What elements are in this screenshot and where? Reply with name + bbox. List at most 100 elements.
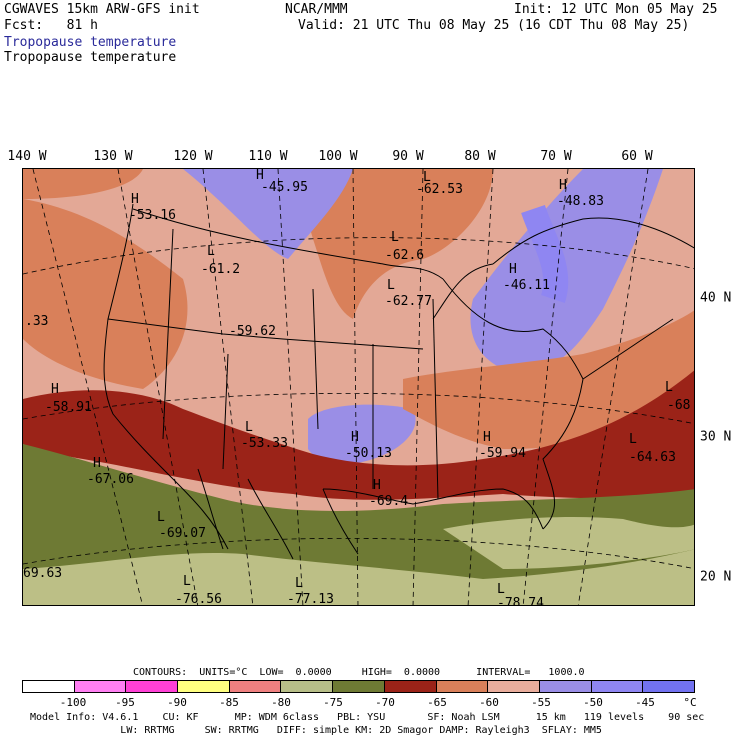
legend-swatch	[229, 681, 282, 692]
extremum-letter: H	[509, 262, 517, 277]
legend-swatch	[436, 681, 489, 692]
lat-label: 40 N	[700, 290, 732, 306]
shade-region	[403, 310, 694, 449]
extremum-letter: H	[131, 192, 139, 207]
legend-swatch	[591, 681, 644, 692]
contours-info: CONTOURS: UNITS=°C LOW= 0.0000 HIGH= 0.0…	[133, 667, 585, 678]
legend-tick: -80	[271, 696, 291, 709]
legend-tick: -65	[427, 696, 447, 709]
extremum-value: -67.06	[87, 472, 134, 487]
extremum-value: -64.63	[629, 450, 676, 465]
lon-label: 140 W	[7, 149, 47, 164]
shade-region	[308, 404, 416, 465]
extremum-letter: L	[207, 244, 215, 259]
extremum-letter: L	[391, 230, 399, 245]
extremum-letter: L	[629, 432, 637, 447]
extremum-letter: L	[157, 510, 165, 525]
map-svg	[23, 169, 694, 605]
extremum-letter: H	[559, 178, 567, 193]
shade-region	[443, 517, 694, 569]
extremum-value: -62.77	[385, 294, 432, 309]
extremum-value: -50.13	[345, 446, 392, 461]
extremum-letter: H	[373, 478, 381, 493]
extremum-letter: H	[351, 430, 359, 445]
model-title: CGWAVES 15km ARW-GFS init	[4, 2, 200, 17]
shade-region	[23, 549, 694, 605]
extremum-value: -61.2	[201, 262, 241, 277]
legend-swatch	[126, 681, 179, 692]
legend-swatch	[488, 681, 540, 692]
lon-label: 110 W	[248, 149, 288, 164]
extremum-letter: H	[483, 430, 491, 445]
legend-tick: -45	[635, 696, 655, 709]
extremum-value: -46.11	[503, 278, 550, 293]
model-info-line1: Model Info: V4.6.1 CU: KF MP: WDM 6class…	[30, 712, 705, 723]
forecast-hour: Fcst: 81 h	[4, 18, 98, 33]
extremum-letter: L	[245, 420, 253, 435]
legend-tick: -50	[583, 696, 603, 709]
legend-swatch	[23, 681, 75, 692]
organization: NCAR/MMM	[285, 2, 348, 17]
init-time: Init: 12 UTC Mon 05 May 25	[514, 2, 718, 17]
extremum-value: -53.33	[241, 436, 288, 451]
legend-swatch	[643, 681, 694, 692]
extremum-value: -48.83	[557, 194, 604, 209]
extremum-value: -45.95	[261, 180, 308, 195]
extremum-letter: L	[665, 380, 673, 395]
shade-region	[23, 199, 188, 389]
shade-region	[521, 204, 569, 303]
legend-swatch	[281, 681, 334, 692]
extremum-value: -69.07	[159, 526, 206, 541]
extremum-value: -53.16	[129, 208, 176, 223]
shade-region	[23, 370, 694, 500]
legend-tick: -95	[115, 696, 135, 709]
lon-label: 80 W	[464, 149, 496, 164]
extremum-value: 69.63	[23, 566, 63, 581]
tropopause-temperature-map: H -45.95 L -62.53 H -48.83 H -53.16 L -6…	[22, 168, 695, 606]
legend-tick: -60	[479, 696, 499, 709]
legend-tick: -85	[219, 696, 239, 709]
lon-label: 90 W	[392, 149, 424, 164]
lat-label: 30 N	[700, 429, 732, 445]
coastlines	[103, 203, 694, 560]
extremum-letter: L	[423, 170, 431, 185]
model-info-line2: LW: RRTMG SW: RRTMG DIFF: simple KM: 2D …	[30, 725, 602, 736]
extremum-letter: H	[93, 456, 101, 471]
valid-time: Valid: 21 UTC Thu 08 May 25 (16 CDT Thu …	[298, 18, 690, 33]
legend-swatch	[74, 681, 127, 692]
extremum-value: -69.4	[369, 494, 409, 509]
extremum-value: -77.13	[287, 592, 334, 606]
legend-tick: -90	[167, 696, 187, 709]
lon-label: 100 W	[318, 149, 358, 164]
extremum-letter: L	[387, 278, 395, 293]
extremum-value: .33	[25, 314, 49, 329]
shade-region	[183, 169, 353, 259]
field-title: Tropopause temperature	[4, 50, 177, 65]
extremum-value: -78.74	[497, 596, 544, 606]
lon-label: 130 W	[93, 149, 133, 164]
extremum-value: -62.6	[385, 248, 425, 263]
legend-unit: °C	[683, 696, 697, 709]
extremum-value: -62.53	[416, 182, 463, 197]
extremum-value: -68	[667, 398, 691, 413]
extremum-value: -59.94	[479, 446, 526, 461]
legend-swatch	[384, 681, 437, 692]
lat-label: 20 N	[700, 569, 732, 585]
legend-swatch	[539, 681, 592, 692]
extremum-value: -58.91	[45, 400, 92, 415]
extremum-letter: H	[51, 382, 59, 397]
extremum-letter: L	[183, 574, 191, 589]
extremum-letter: L	[497, 582, 505, 597]
legend-swatch	[178, 681, 230, 692]
legend-tick: -55	[531, 696, 551, 709]
field-title-blue: Tropopause temperature	[4, 35, 177, 50]
lon-label: 60 W	[621, 149, 653, 164]
shade-region	[293, 169, 493, 319]
extremum-value: -76.56	[175, 592, 222, 606]
extremum-value: -59.62	[229, 324, 276, 339]
lon-label: 120 W	[173, 149, 213, 164]
legend-swatch	[333, 681, 385, 692]
legend-tick: -100	[59, 696, 87, 709]
color-legend	[22, 680, 695, 693]
shade-region	[23, 169, 143, 199]
